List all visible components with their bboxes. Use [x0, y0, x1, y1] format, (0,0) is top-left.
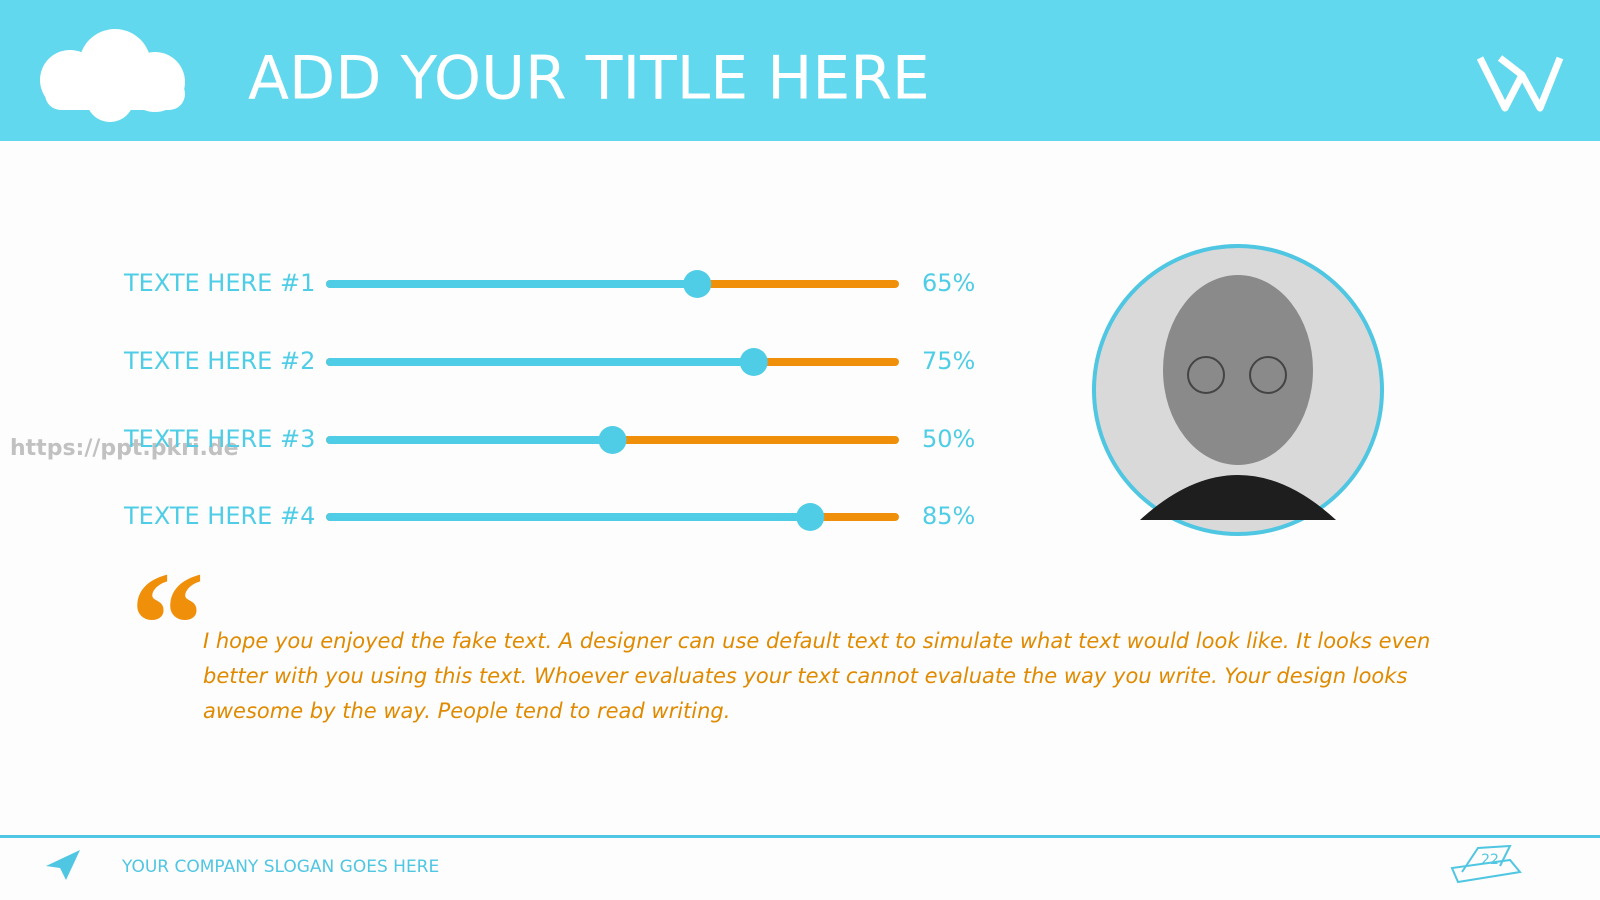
plane-icon	[46, 850, 80, 880]
title: ADD YOUR TITLE HERE	[248, 44, 930, 114]
skill-label: TEXTE HERE #1	[123, 269, 315, 297]
watermark: https://ppt.pkri.de	[10, 436, 239, 461]
skill-bars: TEXTE HERE #1 65% TEXTE HERE #2 75% TEXTE HE…	[123, 269, 975, 531]
bar-knob	[598, 426, 627, 454]
skill-label: TEXTE HERE #4	[123, 502, 315, 530]
bar-knob	[739, 348, 768, 376]
cloud-icon	[40, 29, 185, 122]
logo	[1476, 55, 1564, 112]
page-number: 22	[1481, 852, 1499, 868]
portrait-figure	[1140, 275, 1336, 520]
skill-value: 50%	[922, 425, 975, 453]
quote-mark: “	[130, 541, 205, 707]
page-icon	[1450, 844, 1522, 884]
skill-value: 85%	[922, 502, 975, 530]
slogan: YOUR COMPANY SLOGAN GOES HERE	[121, 857, 439, 877]
quote-line: awesome by the way. People tend to read …	[203, 699, 730, 723]
skill-value: 75%	[922, 347, 975, 375]
bar-knob	[796, 503, 825, 531]
quote-line: I hope you enjoyed the fake text. A desi…	[203, 629, 1430, 653]
skill-label: TEXTE HERE #2	[123, 347, 315, 375]
quote-line: better with you using this text. Whoever…	[203, 664, 1407, 688]
skill-value: 65%	[922, 269, 975, 297]
bar-knob	[683, 270, 712, 298]
skill-label: TEXTE HERE #3	[123, 425, 315, 453]
footer-line	[0, 835, 1600, 838]
header-bar	[0, 0, 1600, 141]
quote-text: I hope you enjoyed the fake text. A desi…	[203, 629, 1430, 723]
